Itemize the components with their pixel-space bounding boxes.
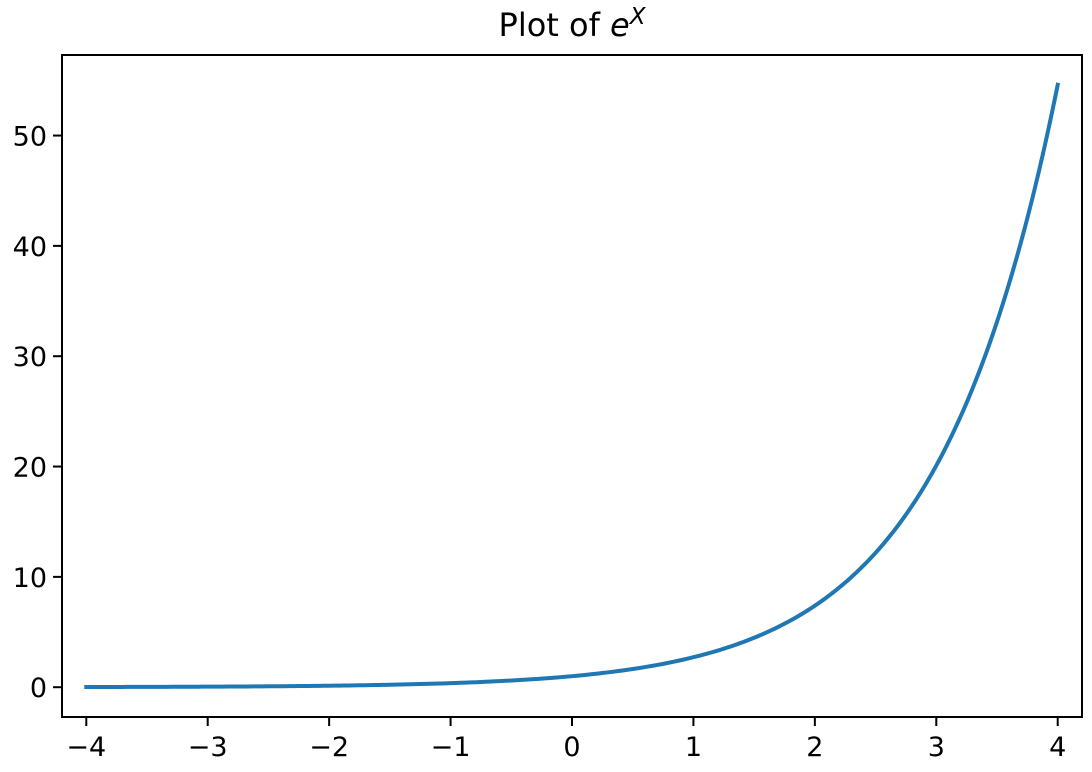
chart-title-base: e <box>610 6 630 44</box>
x-tick-label: −4 <box>66 732 106 763</box>
plot-area <box>84 82 1061 690</box>
x-tick-label: −1 <box>431 732 471 763</box>
x-tick-label: −3 <box>188 732 228 763</box>
plot-frame <box>61 54 1083 718</box>
series-line-0 <box>84 82 1061 690</box>
chart-title: Plot of eX <box>499 4 647 44</box>
y-tick-label: 10 <box>13 563 47 594</box>
x-tick-label: 0 <box>563 732 580 763</box>
x-tick-label: 4 <box>1049 732 1066 763</box>
y-tick-label: 30 <box>13 342 47 373</box>
x-tick-label: 1 <box>685 732 702 763</box>
chart-title-text: Plot of <box>499 6 611 44</box>
y-tick-label: 0 <box>30 673 47 704</box>
y-tick-label: 40 <box>13 232 47 263</box>
x-tick-label: 2 <box>806 732 823 763</box>
y-tick-label: 20 <box>13 453 47 484</box>
chart-title-exponent: X <box>629 4 647 30</box>
y-tick-label: 50 <box>13 122 47 153</box>
x-tick-label: 3 <box>928 732 945 763</box>
x-tick-label: −2 <box>309 732 349 763</box>
